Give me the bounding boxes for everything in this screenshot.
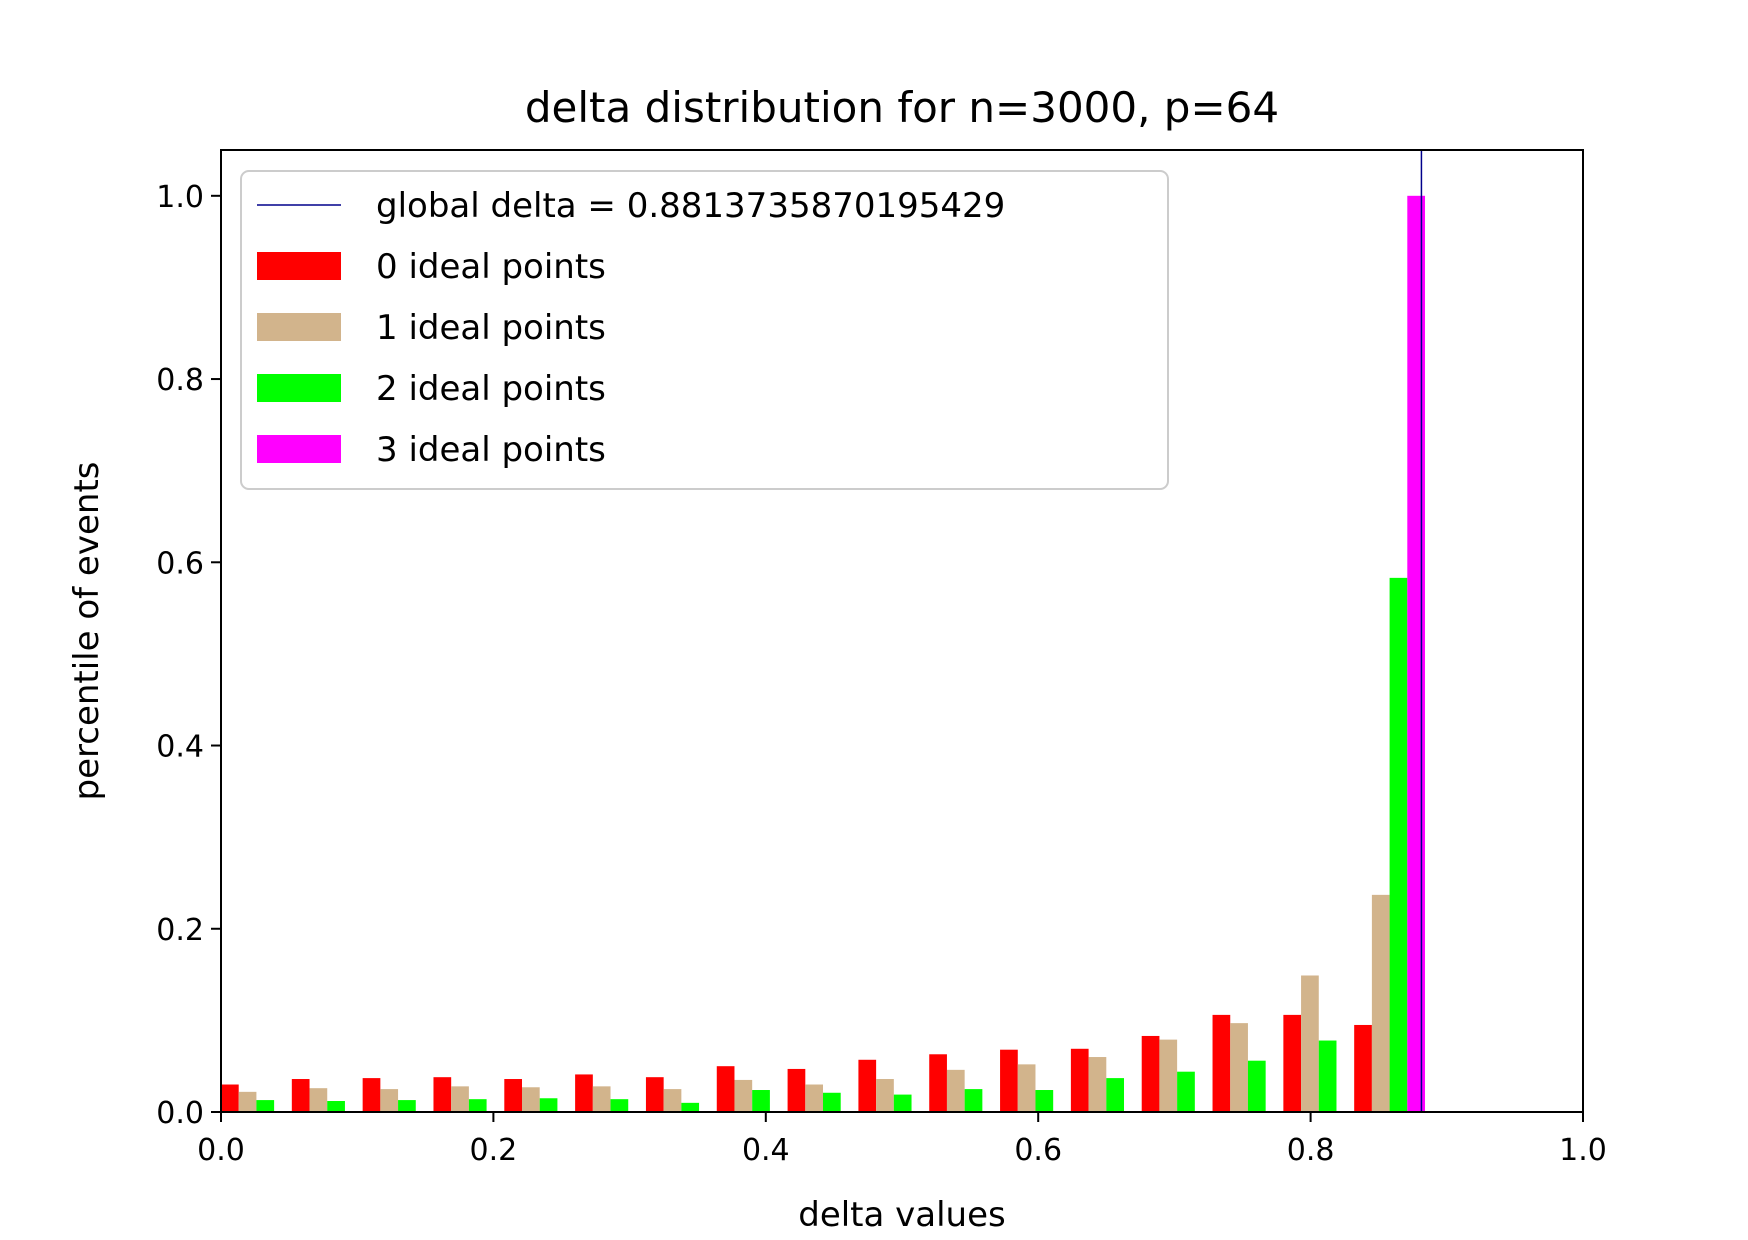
bar-series-0-bin-9 <box>858 1059 877 1112</box>
bar-series-2-bin-8 <box>823 1092 841 1112</box>
legend-swatch-series-1 <box>257 313 341 341</box>
bar-series-2-bin-10 <box>964 1089 983 1112</box>
bar-series-2-bin-9 <box>893 1094 912 1112</box>
bar-series-0-bin-1 <box>291 1079 310 1112</box>
bar-series-1-bin-1 <box>309 1088 328 1112</box>
bar-series-2-bin-13 <box>1177 1071 1195 1112</box>
x-tick-label: 0.2 <box>470 1133 518 1168</box>
bar-series-0-bin-5 <box>575 1074 593 1112</box>
bar-series-2-bin-5 <box>610 1099 629 1112</box>
bars-layer <box>221 195 1426 1113</box>
legend-label-reference-line: global delta = 0.8813735870195429 <box>376 186 1005 226</box>
y-tick-label: 0.0 <box>156 1096 204 1131</box>
legend-swatch-series-0 <box>257 252 341 280</box>
bar-series-1-bin-4 <box>522 1087 540 1112</box>
bar-series-2-bin-1 <box>327 1101 345 1112</box>
bar-series-1-bin-10 <box>946 1069 965 1112</box>
bar-series-1-bin-12 <box>1088 1057 1107 1112</box>
x-tick-label: 0.6 <box>1014 1133 1062 1168</box>
y-tick-label: 0.4 <box>156 730 204 765</box>
legend-box <box>240 170 1169 490</box>
bar-series-0-bin-10 <box>929 1054 947 1112</box>
bar-series-0-bin-16 <box>1354 1024 1372 1112</box>
y-tick-label: 0.6 <box>156 546 204 581</box>
bar-series-0-bin-15 <box>1283 1014 1302 1112</box>
bar-series-1-bin-0 <box>238 1091 257 1112</box>
bar-series-2-bin-2 <box>398 1100 416 1112</box>
bar-series-1-bin-9 <box>876 1079 894 1112</box>
bar-series-2-bin-0 <box>256 1100 275 1112</box>
chart-title: delta distribution for n=3000, p=64 <box>525 83 1279 132</box>
bar-series-2-bin-7 <box>752 1090 770 1112</box>
bar-series-2-bin-6 <box>681 1102 700 1112</box>
legend-label-series-1: 1 ideal points <box>376 308 606 348</box>
bar-series-1-bin-11 <box>1017 1064 1036 1112</box>
bar-series-0-bin-2 <box>362 1078 381 1112</box>
bar-series-0-bin-3 <box>433 1077 452 1112</box>
bar-series-1-bin-5 <box>592 1086 611 1112</box>
bar-series-1-bin-3 <box>451 1086 469 1112</box>
x-tick-label: 0.0 <box>197 1133 245 1168</box>
bar-series-2-bin-3 <box>468 1099 487 1112</box>
x-tick-label: 1.0 <box>1559 1133 1607 1168</box>
bar-series-2-bin-4 <box>539 1098 558 1112</box>
y-tick-label: 0.2 <box>156 913 204 948</box>
y-tick-label: 1.0 <box>156 180 204 215</box>
legend-label-series-0: 0 ideal points <box>376 247 606 287</box>
bar-series-1-bin-16 <box>1371 894 1390 1112</box>
x-axis-label: delta values <box>798 1195 1006 1235</box>
bar-series-0-bin-11 <box>1000 1049 1018 1112</box>
bar-series-1-bin-15 <box>1301 975 1319 1112</box>
bar-series-0-bin-13 <box>1141 1035 1160 1112</box>
bar-series-0-bin-7 <box>716 1066 735 1112</box>
bar-series-1-bin-7 <box>734 1079 753 1112</box>
bar-series-0-bin-0 <box>221 1084 239 1112</box>
bar-series-1-bin-14 <box>1230 1023 1248 1112</box>
bar-series-1-bin-8 <box>805 1084 824 1112</box>
legend-label-series-2: 2 ideal points <box>376 369 606 409</box>
legend-swatch-series-3 <box>257 435 341 463</box>
x-axis-ticks: 0.0 0.2 0.4 0.6 0.8 1.0 <box>197 1112 1607 1168</box>
y-tick-label: 0.8 <box>156 363 204 398</box>
bar-series-0-bin-8 <box>787 1068 806 1112</box>
bar-series-1-bin-2 <box>380 1089 399 1112</box>
bar-series-0-bin-14 <box>1212 1014 1231 1112</box>
legend: global delta = 0.8813735870195429 0 idea… <box>240 170 1169 490</box>
bar-series-2-bin-14 <box>1247 1060 1266 1112</box>
bar-series-0-bin-4 <box>504 1079 523 1112</box>
plot-frame <box>220 149 1584 1113</box>
x-tick-label: 0.8 <box>1287 1133 1335 1168</box>
bar-series-2-bin-12 <box>1106 1078 1125 1112</box>
bar-series-0-bin-12 <box>1070 1048 1089 1112</box>
legend-label-series-3: 3 ideal points <box>376 430 606 470</box>
bar-series-1-bin-13 <box>1159 1039 1178 1112</box>
bar-series-3-bin-16 <box>1407 195 1426 1113</box>
bar-series-0-bin-6 <box>645 1077 664 1112</box>
y-axis-label: percentile of events <box>67 462 107 801</box>
y-axis-ticks: 0.0 0.2 0.4 0.6 0.8 1.0 <box>156 180 221 1131</box>
legend-swatch-series-2 <box>257 374 341 402</box>
bar-series-1-bin-6 <box>663 1089 682 1112</box>
bar-series-2-bin-16 <box>1389 577 1408 1112</box>
bar-series-2-bin-15 <box>1318 1040 1337 1112</box>
bar-series-2-bin-11 <box>1035 1090 1054 1112</box>
x-tick-label: 0.4 <box>742 1133 790 1168</box>
